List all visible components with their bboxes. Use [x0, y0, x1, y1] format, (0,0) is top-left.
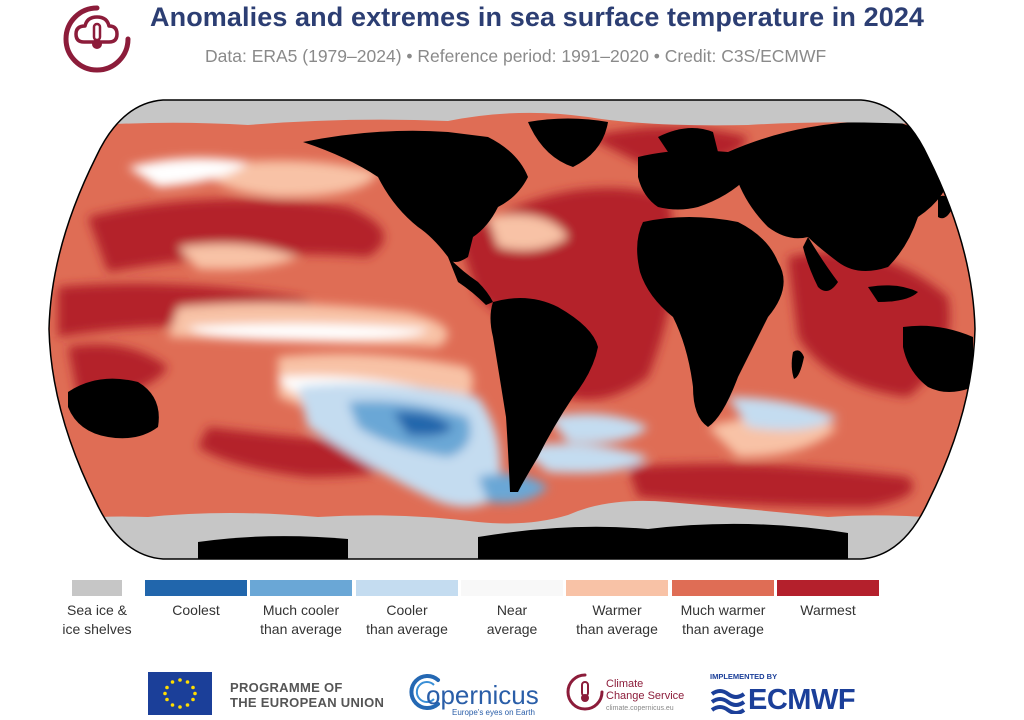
legend-swatch — [566, 580, 668, 596]
c3s-url: climate.copernicus.eu — [606, 705, 674, 712]
legend-swatch — [250, 580, 352, 596]
c3s-name: Climate Change Service — [606, 678, 685, 702]
copernicus-c-icon — [409, 674, 440, 710]
legend-swatch — [72, 580, 122, 596]
legend-label: Near average — [486, 602, 538, 637]
copernicus-tagline: Europe's eyes on Earth — [452, 708, 535, 717]
legend-swatch — [672, 580, 774, 596]
legend-label: Coolest — [172, 602, 220, 618]
page-subtitle: Data: ERA5 (1979–2024) • Reference perio… — [205, 46, 827, 66]
legend-swatch — [461, 580, 563, 596]
ecmwf-implemented-by: IMPLEMENTED BY — [710, 672, 778, 681]
legend-item-cooler: Cooler than average — [356, 580, 458, 639]
page-title: Anomalies and extremes in sea surface te… — [150, 2, 925, 32]
copernicus-wordmark: opernicus — [426, 680, 539, 710]
eu-flag-icon — [148, 672, 212, 715]
legend-swatch — [356, 580, 458, 596]
legend-item-warmer: Warmer than average — [566, 580, 668, 639]
legend-item-sea-ice: Sea ice & ice shelves — [60, 580, 134, 639]
legend-label: Warmest — [800, 602, 856, 618]
legend-swatch — [777, 580, 879, 596]
legend-item-much-cooler: Much cooler than average — [250, 580, 352, 639]
legend-label: Sea ice & ice shelves — [62, 602, 132, 637]
legend-item-near-average: Near average — [461, 580, 563, 639]
legend-label: Much warmer than average — [680, 602, 766, 637]
c3s-thermometer-logo — [63, 5, 131, 73]
legend-item-warmest: Warmest — [777, 580, 879, 620]
ecmwf-logo: IMPLEMENTED BY ECMWF — [706, 672, 886, 716]
copernicus-logo: opernicus Europe's eyes on Earth — [406, 672, 539, 717]
legend-label: Warmer than average — [576, 602, 658, 637]
legend-item-coolest: Coolest — [145, 580, 247, 620]
legend-label: Cooler than average — [366, 602, 448, 637]
sst-anomaly-map — [48, 99, 976, 560]
legend-label: Much cooler than average — [260, 602, 342, 637]
legend-item-much-warmer: Much warmer than average — [672, 580, 774, 639]
ecmwf-wave-icon — [710, 689, 746, 714]
eu-programme-text: PROGRAMME OF THE EUROPEAN UNION — [230, 680, 385, 710]
c3s-logo-icon — [566, 673, 604, 711]
legend-swatch — [145, 580, 247, 596]
c3s-logo: Climate Change Service climate.copernicus… — [566, 672, 686, 716]
ecmwf-wordmark: ECMWF — [748, 684, 856, 716]
